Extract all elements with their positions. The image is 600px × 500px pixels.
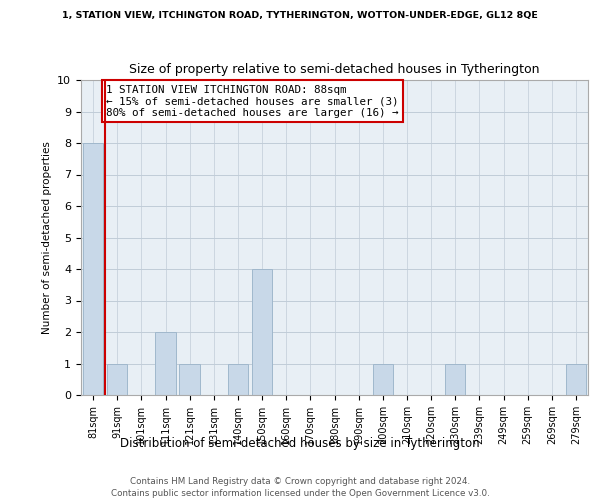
Y-axis label: Number of semi-detached properties: Number of semi-detached properties	[42, 141, 52, 334]
Text: 1, STATION VIEW, ITCHINGTON ROAD, TYTHERINGTON, WOTTON-UNDER-EDGE, GL12 8QE: 1, STATION VIEW, ITCHINGTON ROAD, TYTHER…	[62, 11, 538, 20]
Bar	[83, 143, 103, 395]
Text: Distribution of semi-detached houses by size in Tytherington: Distribution of semi-detached houses by …	[120, 438, 480, 450]
Bar	[445, 364, 466, 395]
Text: 1 STATION VIEW ITCHINGTON ROAD: 88sqm
← 15% of semi-detached houses are smaller : 1 STATION VIEW ITCHINGTON ROAD: 88sqm ← …	[106, 84, 399, 118]
Bar	[373, 364, 393, 395]
Bar	[227, 364, 248, 395]
Bar	[179, 364, 200, 395]
Title: Size of property relative to semi-detached houses in Tytherington: Size of property relative to semi-detach…	[129, 63, 540, 76]
Bar	[107, 364, 127, 395]
Text: Contains public sector information licensed under the Open Government Licence v3: Contains public sector information licen…	[110, 489, 490, 498]
Bar	[566, 364, 586, 395]
Bar	[252, 269, 272, 395]
Text: Contains HM Land Registry data © Crown copyright and database right 2024.: Contains HM Land Registry data © Crown c…	[130, 478, 470, 486]
Bar	[155, 332, 176, 395]
